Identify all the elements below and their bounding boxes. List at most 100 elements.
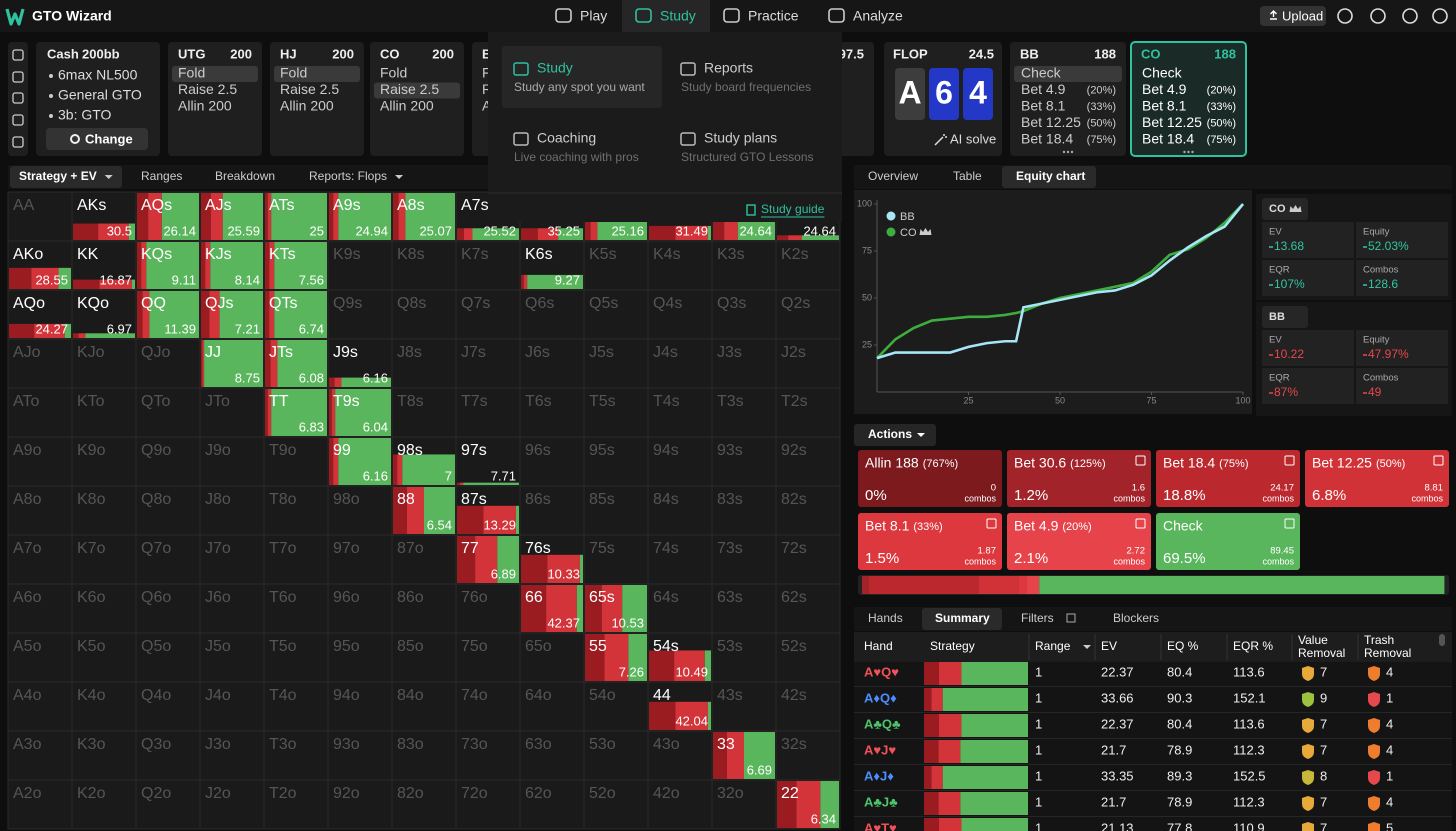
hand-label[interactable]: 94o bbox=[333, 687, 360, 704]
label[interactable]: Check bbox=[1163, 518, 1204, 534]
hand-label[interactable]: 62o bbox=[525, 785, 552, 802]
hand-label[interactable]: K2s bbox=[781, 246, 809, 263]
hand-label[interactable]: 55 bbox=[589, 638, 607, 655]
hand-label[interactable]: 63s bbox=[717, 589, 743, 606]
hand-label[interactable]: T2s bbox=[781, 393, 808, 410]
label[interactable]: Bet 8.1 bbox=[1021, 98, 1066, 114]
hand-label[interactable]: JJ bbox=[205, 344, 221, 361]
hand-label[interactable]: J5s bbox=[589, 344, 614, 361]
hand-label[interactable]: JTs bbox=[269, 344, 293, 361]
hand-label[interactable]: 52s bbox=[781, 638, 807, 655]
hand-label[interactable]: 86s bbox=[525, 491, 551, 508]
hand-label[interactable]: 42s bbox=[781, 687, 807, 704]
hand-label[interactable]: Q4o bbox=[141, 687, 171, 704]
hand-label[interactable]: 72s bbox=[781, 540, 807, 557]
hand-label[interactable]: K9o bbox=[77, 442, 106, 459]
hand-label[interactable]: 52o bbox=[589, 785, 616, 802]
hand-label[interactable]: Q6s bbox=[525, 295, 554, 312]
hand-label[interactable]: 44 bbox=[653, 687, 671, 704]
hand-label[interactable]: T4s bbox=[653, 393, 680, 410]
hand-label[interactable]: K7o bbox=[77, 540, 106, 557]
hand-label[interactable]: K4s bbox=[653, 246, 681, 263]
hand-label[interactable]: KJs bbox=[205, 246, 232, 263]
label[interactable]: Bet 18.4 bbox=[1021, 131, 1073, 147]
hand-label[interactable]: J8o bbox=[205, 491, 231, 508]
label[interactable]: Allin 200 bbox=[178, 98, 232, 114]
hand-label[interactable]: J8s bbox=[397, 344, 422, 361]
hand-label[interactable]: 65o bbox=[525, 638, 552, 655]
hand-label[interactable]: K2o bbox=[77, 785, 106, 802]
study-guide-link[interactable]: Study guide bbox=[761, 202, 825, 216]
tab[interactable]: Table bbox=[953, 169, 982, 183]
hand-label[interactable]: 92s bbox=[781, 442, 807, 459]
tab[interactable]: Overview bbox=[868, 169, 918, 183]
hand-label[interactable]: AQs bbox=[141, 197, 172, 214]
hand-label[interactable]: 83o bbox=[397, 736, 424, 753]
hand-label[interactable]: 96s bbox=[525, 442, 551, 459]
tab[interactable]: Summary bbox=[935, 611, 990, 625]
nav-item[interactable]: Study bbox=[660, 8, 696, 24]
hand-label[interactable]: 86o bbox=[397, 589, 424, 606]
label[interactable]: Bet 4.9 bbox=[1021, 81, 1066, 97]
hand-label[interactable]: A5o bbox=[13, 638, 42, 655]
hand-label[interactable]: KTo bbox=[77, 393, 105, 410]
label[interactable]: Raise 2.5 bbox=[380, 81, 439, 97]
label[interactable]: F bbox=[482, 65, 491, 81]
hand-label[interactable]: T3o bbox=[269, 736, 297, 753]
hand-label[interactable]: A2o bbox=[13, 785, 42, 802]
hand-label[interactable]: T4o bbox=[269, 687, 297, 704]
hand-label[interactable]: 75s bbox=[589, 540, 615, 557]
hand-label[interactable]: JTo bbox=[205, 393, 230, 410]
hand-label[interactable]: T6s bbox=[525, 393, 552, 410]
hand-label[interactable]: 97s bbox=[461, 442, 487, 459]
hand-label[interactable]: 72o bbox=[461, 785, 488, 802]
hand-label[interactable]: K3o bbox=[77, 736, 106, 753]
hand-label[interactable]: AKs bbox=[77, 197, 106, 214]
tab[interactable]: Reports: Flops bbox=[309, 169, 387, 183]
hand-label[interactable]: 99 bbox=[333, 442, 351, 459]
hand-label[interactable]: KTs bbox=[269, 246, 296, 263]
label[interactable]: Bet 12.25 bbox=[1021, 114, 1081, 130]
hand-label[interactable]: TT bbox=[269, 393, 289, 410]
hand-label[interactable]: A3o bbox=[13, 736, 42, 753]
hand-label[interactable]: 66 bbox=[525, 589, 543, 606]
hand-label[interactable]: 88 bbox=[397, 491, 415, 508]
hand-label[interactable]: QJs bbox=[205, 295, 233, 312]
hand-label[interactable]: 95s bbox=[589, 442, 615, 459]
hand-label[interactable]: K7s bbox=[461, 246, 489, 263]
hand-label[interactable]: 93o bbox=[333, 736, 360, 753]
label[interactable]: Bet 18.4 bbox=[1142, 131, 1194, 147]
label[interactable]: Bet 30.6 bbox=[1014, 455, 1066, 471]
hand-label[interactable]: Q8o bbox=[141, 491, 171, 508]
hand-label[interactable]: A9o bbox=[13, 442, 42, 459]
tab[interactable]: Filters bbox=[1021, 611, 1054, 625]
label[interactable]: Bet 4.9 bbox=[1142, 81, 1187, 97]
hand-label[interactable]: 63o bbox=[525, 736, 552, 753]
label[interactable]: Check bbox=[1021, 65, 1062, 81]
hand-label[interactable]: J4s bbox=[653, 344, 678, 361]
hand-label[interactable]: 97o bbox=[333, 540, 360, 557]
hand-label[interactable]: QQ bbox=[141, 295, 166, 312]
tab[interactable]: Hands bbox=[868, 611, 903, 625]
hand-label[interactable]: 76o bbox=[461, 589, 488, 606]
label[interactable]: Fold bbox=[178, 65, 205, 81]
hand-label[interactable]: Q2o bbox=[141, 785, 171, 802]
hand-label[interactable]: ATo bbox=[13, 393, 39, 410]
hand-label[interactable]: A8o bbox=[13, 491, 42, 508]
hand-label[interactable]: 32s bbox=[781, 736, 807, 753]
hand-label[interactable]: Q5o bbox=[141, 638, 171, 655]
label[interactable]: Bet 8.1 bbox=[1142, 98, 1187, 114]
hand-label[interactable]: Q3o bbox=[141, 736, 171, 753]
hand-label[interactable]: T5s bbox=[589, 393, 616, 410]
label[interactable]: Allin 200 bbox=[380, 98, 434, 114]
column-header[interactable]: EQR % bbox=[1233, 639, 1273, 653]
hand-label[interactable]: 54o bbox=[589, 687, 616, 704]
label[interactable]: Bet 4.9 bbox=[1014, 518, 1059, 534]
hand-label[interactable]: KK bbox=[77, 246, 99, 263]
hand-label[interactable]: K8o bbox=[77, 491, 106, 508]
tab[interactable]: Strategy + EV bbox=[19, 169, 97, 183]
hand-label[interactable]: T8s bbox=[397, 393, 424, 410]
label[interactable]: Bet 12.25 bbox=[1312, 455, 1372, 471]
tab[interactable]: Breakdown bbox=[215, 169, 275, 183]
label[interactable]: Raise 2.5 bbox=[280, 81, 339, 97]
